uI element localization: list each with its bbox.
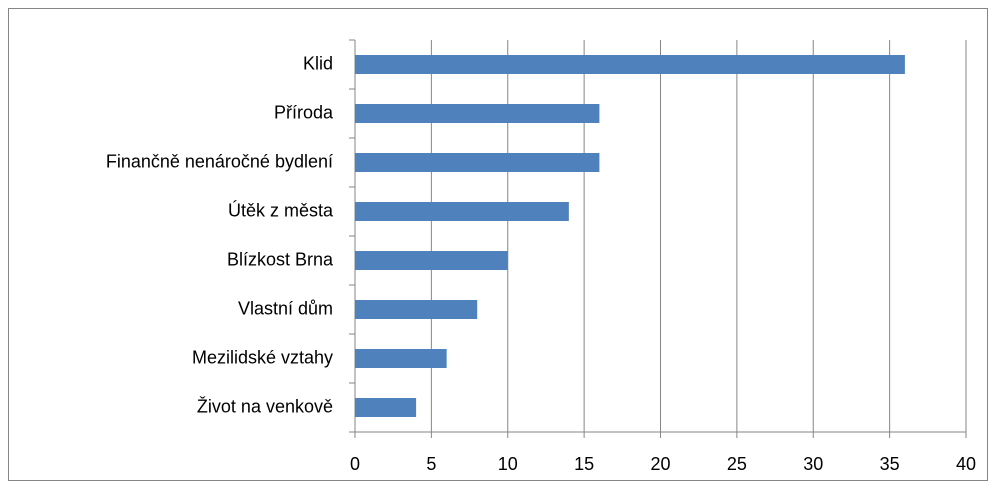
y-tick-label: Příroda: [274, 102, 334, 122]
bar: [355, 202, 569, 221]
x-tick-label: 25: [727, 454, 747, 474]
bar: [355, 55, 905, 74]
x-tick-label: 40: [956, 454, 976, 474]
bar: [355, 349, 447, 368]
bar: [355, 300, 478, 319]
y-tick-label: Vlastní dům: [238, 298, 333, 318]
bar: [355, 251, 508, 270]
chart-frame: [8, 8, 988, 481]
y-tick-label: Blízkost Brna: [227, 249, 334, 269]
y-tick-label: Život na venkově: [197, 396, 333, 416]
x-tick-label: 35: [880, 454, 900, 474]
bar: [355, 153, 600, 172]
x-tick-label: 15: [574, 454, 594, 474]
x-tick-label: 0: [350, 454, 360, 474]
y-tick-label: Mezilidské vztahy: [192, 347, 333, 367]
bar: [355, 104, 600, 123]
y-tick-label: Finančně nenáročné bydlení: [106, 151, 333, 171]
x-tick-label: 20: [650, 454, 670, 474]
x-tick-label: 30: [803, 454, 823, 474]
x-tick-label: 5: [426, 454, 436, 474]
x-tick-label: 10: [498, 454, 518, 474]
bar: [355, 398, 417, 417]
y-tick-label: Klid: [303, 53, 333, 73]
y-tick-label: Útěk z města: [228, 199, 334, 220]
